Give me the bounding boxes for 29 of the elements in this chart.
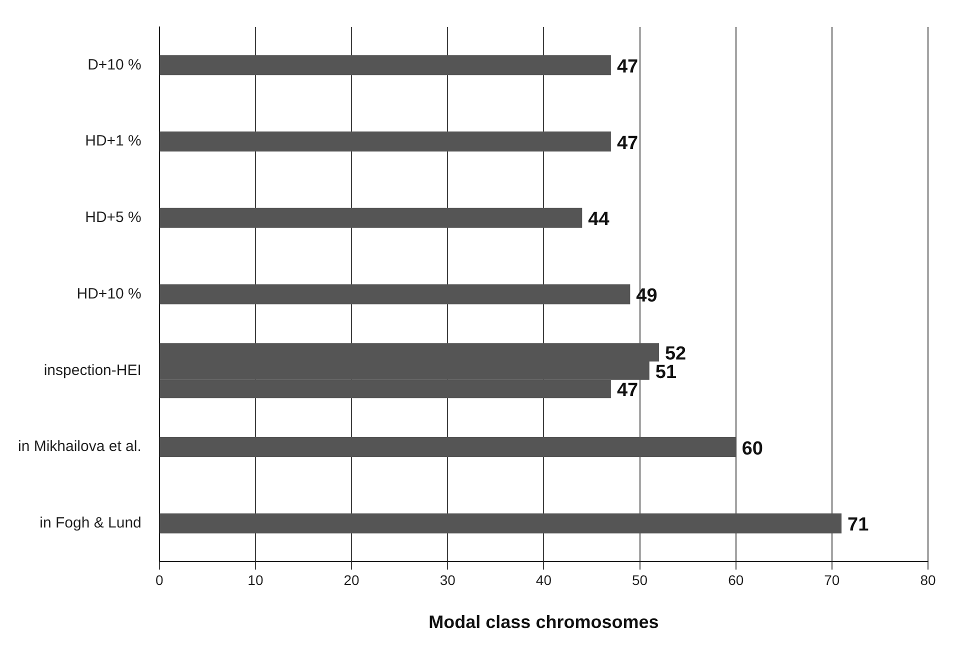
data-label: 47 [616, 132, 638, 154]
y-tick-label: in Fogh & Lund [40, 514, 142, 532]
y-tick-label: HD+5 % [85, 209, 142, 226]
x-tick-label: 20 [344, 572, 360, 588]
x-tick-label: 40 [536, 572, 552, 588]
x-tick-label: 80 [920, 572, 936, 588]
x-tick-label: 0 [155, 572, 164, 588]
bar [160, 284, 630, 304]
data-label: 47 [616, 380, 638, 402]
y-tick-label: in Mikhailova et al. [18, 438, 142, 456]
x-tick-label: 10 [248, 572, 264, 588]
x-axis-title: Modal class chromosomes [428, 612, 659, 632]
y-tick-label: HD+10 % [76, 285, 142, 302]
bar [160, 55, 611, 76]
y-tick-label: HD+1 % [85, 132, 142, 150]
bar [160, 513, 842, 534]
y-tick-label: D+10 % [88, 56, 142, 74]
x-tick-label: 70 [824, 572, 840, 588]
data-label: 47 [616, 56, 638, 78]
x-tick-label: 50 [632, 572, 648, 588]
x-tick-label: 30 [440, 572, 456, 588]
data-label: 44 [588, 209, 610, 230]
bar [160, 208, 582, 228]
bar [160, 132, 611, 152]
data-label: 71 [848, 514, 870, 536]
x-tick-label: 60 [728, 572, 744, 588]
data-label: 60 [742, 438, 763, 460]
y-tick-label: inspection-HEI [44, 362, 142, 379]
bar [160, 437, 736, 458]
